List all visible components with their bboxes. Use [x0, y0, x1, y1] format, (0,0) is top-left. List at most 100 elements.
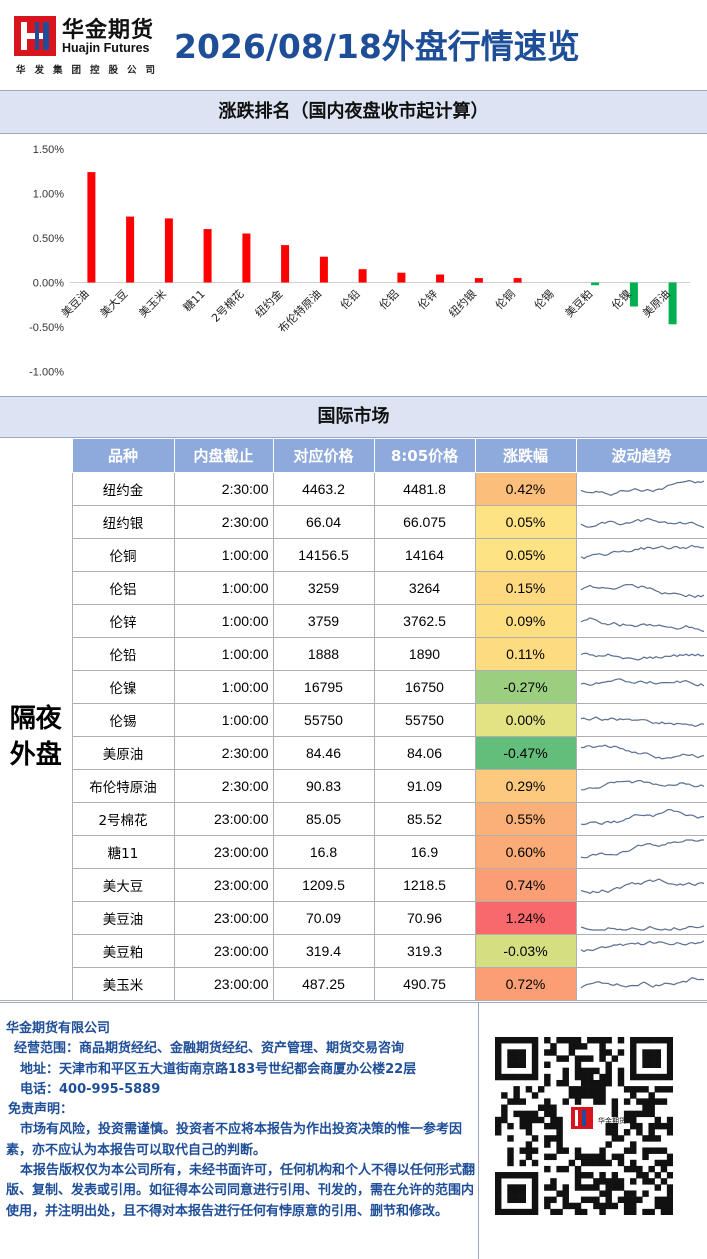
bar-纽约银 — [474, 278, 483, 283]
variety-cell: 美豆粕 — [71, 934, 175, 968]
footer-disclaimer-2: 本报告版权仅为本公司所有，未经书面许可，任何机构和个人不得以任何形式翻版、复制、… — [6, 1163, 476, 1219]
price-805-cell: 84.06 — [373, 736, 476, 770]
table-row: 2号棉花 23:00:00 85.05 85.52 0.55% — [0, 802, 707, 836]
cutoff-cell: 2:30:00 — [173, 769, 274, 803]
x-tick-label: 伦锡 — [531, 287, 556, 312]
footer-phone: 电话：400-995-5889 — [20, 1081, 161, 1097]
variety-cell: 美豆油 — [71, 901, 175, 935]
sparkline-path — [580, 925, 704, 931]
y-tick-label: 1.00% — [33, 189, 64, 201]
footer-disclaimer-title: 免责声明： — [8, 1102, 74, 1118]
table-row: 美大豆 23:00:00 1209.5 1218.5 0.74% — [0, 868, 707, 902]
sparkline-path — [580, 878, 704, 895]
trend-sparkline — [580, 808, 704, 826]
trend-sparkline-cell — [575, 769, 707, 803]
table-row: 伦铜 1:00:00 14156.5 14164 0.05% — [0, 538, 707, 572]
price-cell: 3259 — [272, 571, 375, 605]
sparkline-path — [580, 940, 704, 953]
sparkline-path — [580, 479, 704, 496]
price-805-cell: 85.52 — [373, 802, 476, 836]
x-tick-label: 纽约银 — [446, 287, 479, 320]
variety-cell: 美玉米 — [71, 967, 175, 1001]
change-cell: 0.09% — [474, 604, 577, 638]
change-cell: 0.42% — [474, 472, 577, 506]
trend-sparkline-cell — [575, 637, 707, 671]
trend-sparkline — [580, 925, 704, 931]
change-cell: 0.74% — [474, 868, 577, 902]
x-tick-label: 美玉米 — [136, 287, 169, 320]
company-subtitle: 华发集团控股公司 — [16, 65, 165, 76]
price-805-cell: 14164 — [373, 538, 476, 572]
price-cell: 70.09 — [272, 901, 375, 935]
trend-sparkline-cell — [575, 505, 707, 539]
table-row: 伦锡 1:00:00 55750 55750 0.00% — [0, 703, 707, 737]
sparkline-path — [580, 678, 704, 687]
sparkline-path — [580, 977, 704, 989]
sparkline-path — [580, 617, 704, 633]
change-cell: 0.55% — [474, 802, 577, 836]
x-tick-label: 2号棉花 — [208, 287, 246, 325]
price-805-cell: 319.3 — [373, 934, 476, 968]
x-tick-label: 美豆粕 — [562, 287, 595, 320]
cutoff-cell: 2:30:00 — [173, 472, 274, 506]
table-row: 美豆油 23:00:00 70.09 70.96 1.24% — [0, 901, 707, 935]
qr-center-logo-icon: 华金期货 — [571, 1107, 626, 1129]
y-tick-label: 0.50% — [33, 233, 64, 245]
trend-sparkline — [580, 517, 704, 529]
cutoff-cell: 1:00:00 — [173, 538, 274, 572]
trend-sparkline — [580, 839, 704, 859]
trend-sparkline — [580, 940, 704, 953]
change-cell: -0.03% — [474, 934, 577, 968]
ranking-bar-chart: 1.50% 1.00% 0.50% 0.00% -0.50% -1.00% 美豆油 美大豆 美玉… — [29, 144, 690, 379]
change-cell: 0.05% — [474, 505, 577, 539]
cutoff-cell: 1:00:00 — [173, 571, 274, 605]
sparkline-path — [580, 744, 704, 760]
overnight-group-label: 隔夜 外盘 — [0, 472, 73, 1001]
report-footer: 华金期货有限公司 经营范围：商品期货经纪、金融期货经纪、资产管理、期货交易咨询 … — [0, 1002, 707, 1259]
price-cell: 14156.5 — [272, 538, 375, 572]
price-805-cell: 490.75 — [373, 967, 476, 1001]
bar-2号棉花 — [242, 233, 251, 283]
y-tick-label: 1.50% — [33, 144, 64, 156]
price-805-cell: 70.96 — [373, 901, 476, 935]
sparkline-path — [580, 716, 704, 728]
trend-sparkline-cell — [575, 835, 707, 869]
table-row: 美豆粕 23:00:00 319.4 319.3 -0.03% — [0, 934, 707, 968]
report-title: 2026/08/18外盘行情速览 — [174, 27, 580, 66]
price-cell: 16795 — [272, 670, 375, 704]
price-cell: 16.8 — [272, 835, 375, 869]
table-row: 伦铝 1:00:00 3259 3264 0.15% — [0, 571, 707, 605]
price-805-cell: 66.075 — [373, 505, 476, 539]
bar-伦铅 — [358, 269, 367, 283]
change-cell: 0.05% — [474, 538, 577, 572]
bar-美大豆 — [126, 216, 135, 283]
trend-sparkline-cell — [575, 472, 707, 506]
table-row: 美玉米 23:00:00 487.25 490.75 0.72% — [0, 967, 707, 1001]
trend-sparkline-cell — [575, 703, 707, 737]
change-cell: 0.29% — [474, 769, 577, 803]
bar-美豆油 — [87, 172, 96, 283]
footer-address: 地址：天津市和平区五大道街南京路183号世纪都会商厦办公楼22层 — [20, 1061, 417, 1077]
variety-cell: 伦锌 — [71, 604, 175, 638]
bar-纽约金 — [281, 245, 290, 283]
x-tick-label: 美大豆 — [97, 287, 130, 320]
price-cell: 90.83 — [272, 769, 375, 803]
intl-market-section-title: 国际市场 — [0, 396, 707, 438]
price-cell: 1209.5 — [272, 868, 375, 902]
cutoff-cell: 1:00:00 — [173, 604, 274, 638]
sparkline-path — [580, 839, 704, 859]
x-tick-label: 美豆油 — [58, 287, 91, 320]
price-805-cell: 3762.5 — [373, 604, 476, 638]
group-label-line-2: 外盘 — [9, 739, 62, 770]
price-805-cell: 1218.5 — [373, 868, 476, 902]
sparkline-path — [580, 517, 704, 529]
variety-cell: 伦铅 — [71, 637, 175, 671]
company-name-cn: 华金期货 — [62, 18, 155, 43]
variety-cell: 伦铜 — [71, 538, 175, 572]
change-cell: 0.15% — [474, 571, 577, 605]
table-row: 伦锌 1:00:00 3759 3762.5 0.09% — [0, 604, 707, 638]
y-tick-label: 0.00% — [33, 278, 64, 290]
trend-sparkline — [580, 977, 704, 989]
table-row: 隔夜 外盘 纽约金 2:30:00 4463.2 4481.8 0.42% — [0, 472, 707, 1001]
trend-sparkline — [580, 744, 704, 760]
